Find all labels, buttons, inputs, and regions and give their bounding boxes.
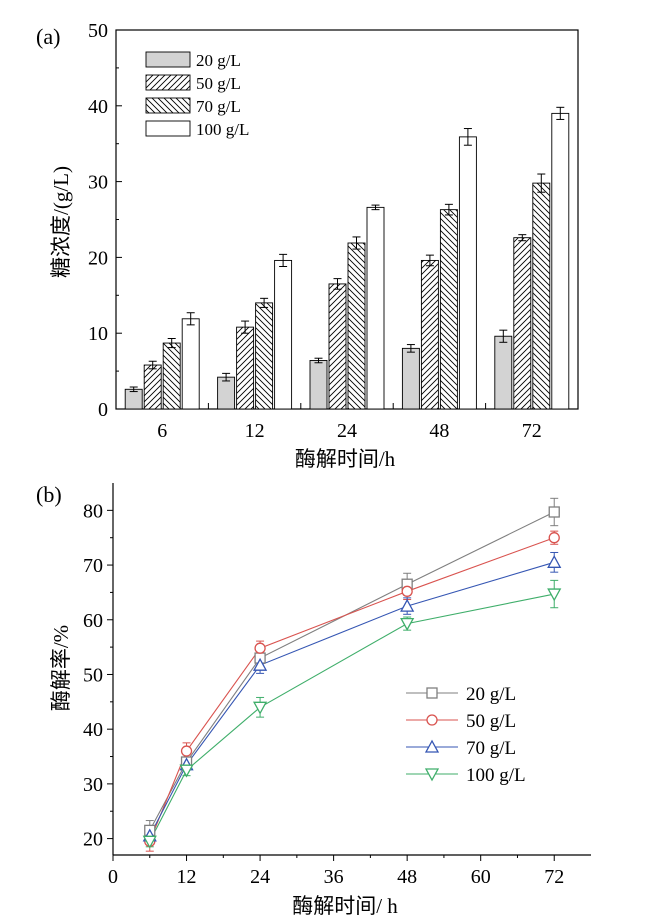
y-tick-label: 60 [83, 610, 103, 632]
marker-triangle-down [179, 764, 194, 778]
bar [401, 347, 420, 410]
bar [347, 242, 366, 410]
legend-label: 100 g/L [466, 765, 526, 786]
line-chart-panel: (b) 酶解率/% 酶解时间/ h 20 30 40 50 60 70 80 0 12 24 36 4… [36, 482, 591, 918]
bar [236, 326, 255, 410]
bar [366, 206, 385, 410]
bar [217, 376, 236, 410]
bar [181, 318, 200, 410]
marker-triangle-up [424, 739, 440, 753]
marker-circle [401, 585, 413, 597]
bar [255, 302, 274, 410]
x-tick-label: 24 [337, 420, 357, 442]
bar [439, 209, 458, 410]
marker-triangle-up [547, 554, 562, 568]
marker-triangle-down [252, 701, 268, 715]
marker-square [426, 687, 438, 699]
x-tick-label: 72 [522, 420, 542, 442]
bar [124, 388, 143, 410]
panel-label: (b) [36, 482, 62, 507]
x-tick-label: 0 [108, 866, 118, 888]
bar [420, 259, 439, 410]
legend-label: 70 g/L [196, 97, 241, 116]
legend-swatch [145, 120, 191, 137]
x-tick-label: 48 [397, 866, 417, 888]
marker-triangle-down [424, 768, 440, 782]
y-tick-label: 0 [98, 399, 108, 421]
bar [532, 182, 551, 410]
y-tick-label: 40 [83, 719, 103, 741]
y-tick-label: 40 [88, 96, 108, 118]
bar [513, 237, 532, 410]
bar [551, 112, 570, 410]
x-tick-label: 48 [429, 420, 449, 442]
legend-label: 50 g/L [196, 74, 241, 93]
y-tick-label: 50 [83, 664, 103, 686]
marker-triangle-up [400, 598, 415, 612]
bar [328, 283, 347, 410]
marker-circle [254, 642, 266, 654]
bar [309, 360, 328, 410]
legend-label: 50 g/L [466, 711, 516, 732]
y-tick-label: 10 [88, 323, 108, 345]
bar [458, 136, 477, 410]
y-tick-label: 30 [83, 774, 103, 796]
legend-label: 20 g/L [466, 684, 516, 705]
y-axis-label: 糖浓度/(g/L) [49, 166, 73, 278]
marker-triangle-up [252, 657, 268, 671]
x-tick-label: 12 [245, 420, 265, 442]
legend-swatch [145, 51, 191, 68]
legend-swatch [145, 97, 191, 114]
legend-label: 70 g/L [466, 738, 516, 759]
y-tick-label: 80 [83, 500, 103, 522]
legend-label: 100 g/L [196, 120, 249, 139]
x-tick-label: 24 [250, 866, 270, 888]
bar [143, 364, 162, 410]
x-axis-label: 酶解时间/ h [292, 894, 398, 918]
marker-triangle-down [142, 835, 157, 849]
x-tick-label: 36 [324, 866, 344, 888]
y-tick-label: 50 [88, 20, 108, 42]
marker-circle [548, 532, 560, 544]
y-tick-label: 30 [88, 172, 108, 194]
marker-circle [180, 745, 193, 757]
y-tick-label: 70 [83, 555, 103, 577]
x-tick-label: 6 [157, 420, 167, 442]
y-tick-label: 20 [88, 247, 108, 269]
panel-label: (a) [36, 24, 60, 49]
bar [162, 342, 181, 410]
legend-label: 20 g/L [196, 51, 241, 70]
marker-triangle-down [400, 617, 415, 631]
y-axis-label: 酶解率/% [49, 625, 73, 711]
x-tick-label: 12 [177, 866, 197, 888]
bar-chart-panel: (a) 糖浓度/(g/L) 酶解时间/h 0 10 20 30 40 50 6 12 24 48 7… [36, 20, 579, 471]
bar [274, 259, 293, 410]
x-tick-label: 60 [471, 866, 491, 888]
bar [494, 335, 513, 410]
y-tick-label: 20 [83, 829, 103, 851]
x-tick-label: 72 [544, 866, 564, 888]
marker-square [548, 506, 560, 518]
marker-triangle-down [547, 588, 562, 602]
marker-circle [426, 714, 438, 726]
x-axis-label: 酶解时间/h [295, 447, 396, 471]
legend-swatch [145, 74, 191, 91]
